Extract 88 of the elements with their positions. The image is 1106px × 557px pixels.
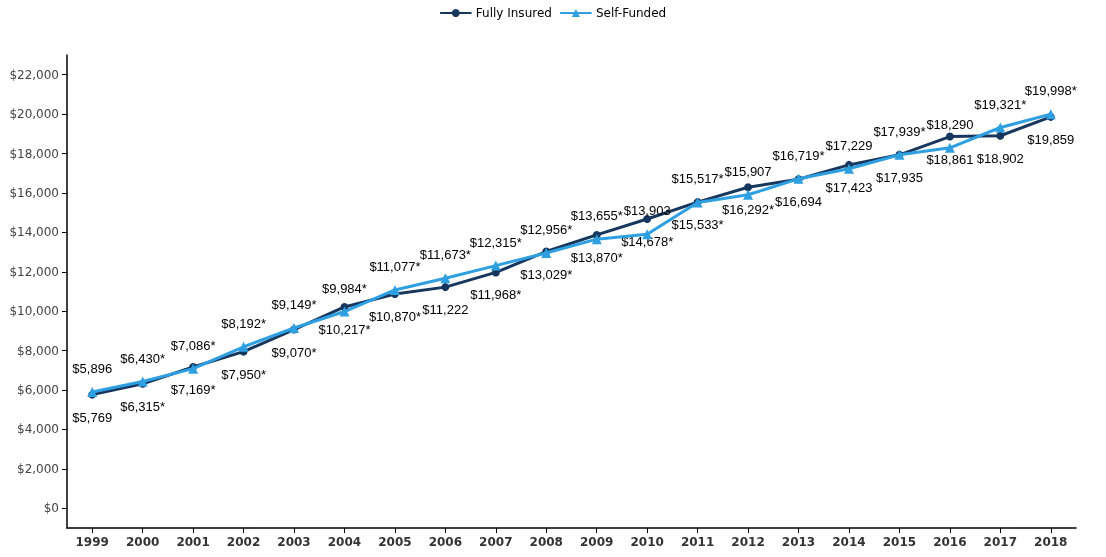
x-tick-label: 2006: [428, 535, 463, 549]
data-label: $7,950*: [221, 366, 266, 382]
data-label: $14,678*: [621, 234, 674, 250]
data-label: $7,169*: [170, 382, 216, 397]
y-tick-label: $8,000: [17, 343, 59, 358]
point: [490, 260, 501, 271]
y-tick-label: $12,000: [9, 264, 59, 279]
data-label: $18,290: [926, 116, 974, 132]
x-tick-label: 2000: [125, 535, 160, 549]
point: [744, 183, 753, 192]
data-label: $19,859: [1027, 131, 1075, 147]
y-tick-label: $0: [43, 501, 59, 516]
point: [440, 273, 451, 284]
data-label: $18,902: [976, 150, 1024, 166]
y-tick-label: $6,000: [17, 383, 59, 398]
data-label: $12,956*: [520, 221, 573, 237]
data-label: $11,077*: [369, 258, 421, 274]
x-tick-label: 2008: [529, 535, 563, 549]
data-label: $17,423: [825, 179, 873, 195]
x-tick-label: 2005: [378, 535, 412, 549]
data-label: $16,292*: [722, 202, 775, 218]
data-label: $10,870*: [368, 309, 421, 325]
point: [238, 341, 249, 352]
x-tick-label: 1999: [75, 535, 109, 549]
data-label: $19,998*: [1024, 83, 1077, 99]
data-label: $15,517*: [671, 171, 724, 187]
point: [389, 284, 400, 295]
data-label: $15,533*: [671, 217, 724, 233]
data-label: $13,870*: [570, 249, 623, 265]
x-tick-label: 2004: [327, 535, 362, 549]
data-label: $17,229: [825, 137, 873, 153]
legend-label: Fully Insured: [475, 6, 552, 20]
x-tick-label: 2002: [226, 535, 261, 549]
point: [843, 163, 854, 174]
point: [339, 306, 350, 317]
y-tick-label: $10,000: [9, 304, 59, 319]
x-tick-label: 2009: [580, 535, 614, 549]
data-label: $15,907: [724, 163, 772, 179]
data-label: $6,315*: [120, 398, 166, 414]
data-label: $6,430*: [120, 350, 166, 366]
point: [743, 189, 754, 200]
x-tick-label: 2010: [630, 535, 664, 549]
data-label: $13,655*: [570, 208, 623, 224]
y-tick-label: $18,000: [9, 146, 59, 161]
x-tick-label: 2007: [479, 535, 513, 549]
data-label: $16,719*: [772, 147, 825, 163]
data-label: $11,968*: [470, 287, 522, 303]
data-label: $7,086*: [170, 337, 216, 353]
data-label: $9,070*: [271, 344, 317, 360]
point: [944, 142, 955, 153]
x-tick-label: 2016: [933, 535, 967, 549]
x-tick-label: 2011: [680, 535, 715, 549]
data-label: $18,861: [926, 151, 974, 167]
y-tick-label: $16,000: [9, 185, 59, 200]
data-label: $11,673*: [419, 247, 471, 263]
data-label: $9,149*: [271, 296, 317, 312]
point: [591, 234, 602, 245]
data-label: $17,939*: [873, 123, 926, 139]
x-tick-label: 2012: [731, 535, 765, 549]
data-label: $8,192*: [221, 315, 266, 331]
point: [995, 122, 1006, 133]
x-tick-label: 2001: [176, 535, 210, 549]
y-tick-label: $20,000: [9, 107, 59, 122]
point: [945, 132, 954, 141]
data-label: $19,321*: [974, 96, 1027, 112]
y-tick-label: $4,000: [17, 422, 59, 437]
legend-label: Self-Funded: [595, 6, 667, 20]
x-tick-label: 2018: [1034, 535, 1068, 549]
data-label: $13,029*: [520, 266, 573, 282]
x-tick-label: 2013: [781, 535, 816, 549]
y-tick-label: $2,000: [17, 461, 59, 476]
x-tick-label: 2003: [277, 535, 311, 549]
y-tick-label: $22,000: [9, 67, 59, 82]
data-label: $13,903: [623, 203, 671, 219]
y-tick-label: $14,000: [9, 225, 59, 240]
data-label: $9,984*: [322, 280, 367, 296]
point: [441, 283, 450, 292]
data-label: $11,222: [422, 302, 469, 318]
point: [996, 131, 1005, 140]
x-tick-label: 2015: [882, 535, 917, 549]
data-label: $10,217*: [318, 321, 371, 337]
data-label: $12,315*: [469, 234, 522, 250]
x-tick-label: 2017: [983, 535, 1018, 549]
data-label: $17,935: [875, 169, 923, 185]
data-label: $16,694: [775, 194, 823, 210]
data-label: $5,896: [72, 361, 113, 377]
x-tick-label: 2014: [832, 535, 866, 549]
data-label: $5,769: [72, 409, 113, 425]
